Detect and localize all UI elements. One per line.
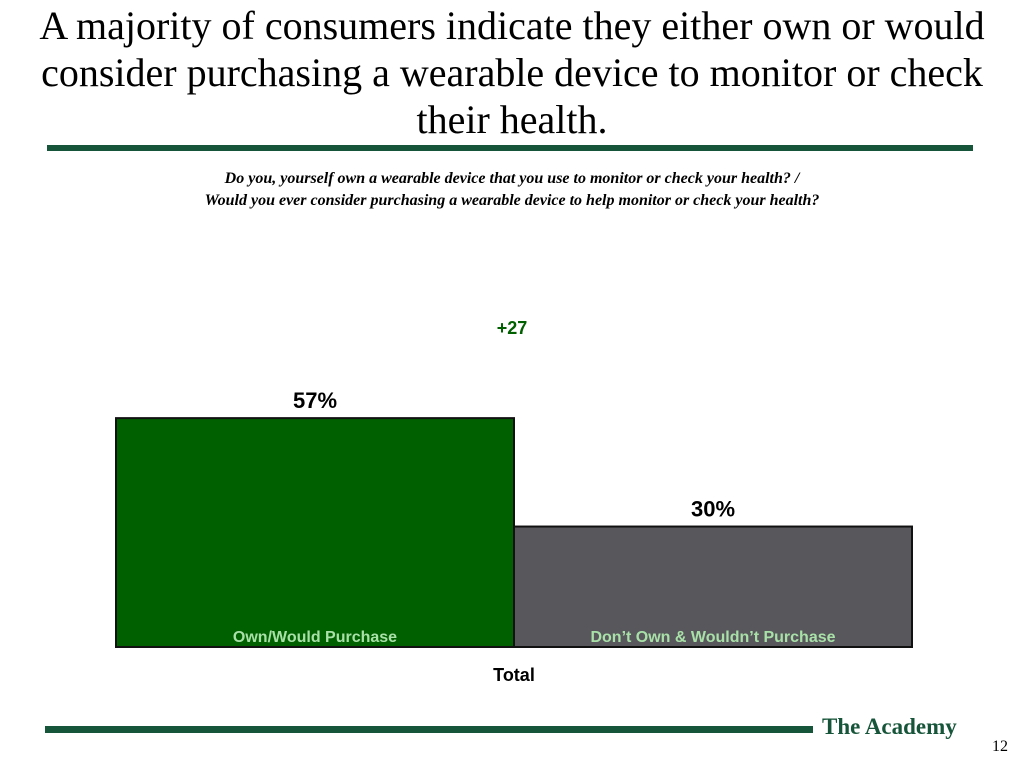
data-label-1: 57% <box>293 388 337 413</box>
data-label-2: 30% <box>691 497 735 522</box>
footer-divider <box>45 726 813 733</box>
question-line-2: Would you ever consider purchasing a wea… <box>204 192 820 209</box>
brand-name: The Academy <box>822 714 957 739</box>
x-axis-label: Total <box>493 665 535 685</box>
page-title: A majority of consumers indicate they ei… <box>39 3 985 142</box>
bar-1 <box>115 417 515 648</box>
page-number: 12 <box>992 738 1008 755</box>
question-line-1: Do you, yourself own a wearable device t… <box>224 170 800 187</box>
category-label-1: Own/Would Purchase <box>233 629 397 646</box>
difference-annotation: +27 <box>497 318 528 338</box>
bar-2 <box>513 525 913 648</box>
category-label-2: Don’t Own & Wouldn’t Purchase <box>590 629 835 646</box>
title-divider <box>47 145 973 151</box>
survey-question: Do you, yourself own a wearable device t… <box>20 168 1004 212</box>
